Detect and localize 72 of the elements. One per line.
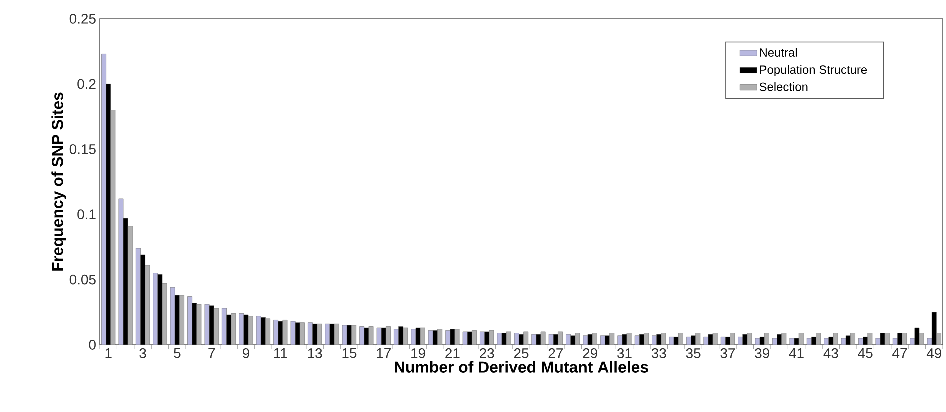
bar [480, 332, 485, 346]
bar [360, 326, 365, 346]
bar [290, 321, 296, 346]
x-tick-label: 45 [858, 348, 873, 358]
legend-label: Selection [760, 82, 808, 92]
x-tick-label: 15 [342, 348, 357, 358]
bar [738, 337, 744, 346]
x-tick-label: 5 [174, 348, 181, 358]
bar [462, 332, 468, 346]
x-tick-label: 43 [824, 348, 838, 358]
x-tick-label: 23 [480, 348, 494, 358]
x-tick-label: 7 [208, 348, 216, 358]
bar [686, 337, 692, 346]
y-tick-label: 0.15 [70, 144, 96, 154]
bar [566, 334, 571, 346]
bar [583, 336, 588, 346]
bar [600, 336, 606, 346]
bar [532, 334, 537, 346]
y-tick-label: 0.05 [70, 274, 96, 285]
bar [790, 338, 795, 346]
bar [806, 338, 812, 346]
bar [858, 338, 864, 346]
x-tick-label: 25 [514, 348, 529, 358]
x-tick-label: 9 [243, 348, 250, 358]
bar [428, 330, 434, 346]
bar [720, 337, 726, 346]
x-tick-label: 3 [140, 348, 146, 358]
x-tick-label: 33 [652, 348, 666, 358]
x-tick-label: 49 [926, 348, 942, 358]
x-tick-label: 31 [618, 348, 632, 358]
x-tick-label: 39 [755, 348, 770, 358]
y-tick-label: 0.2 [78, 79, 96, 90]
bar [446, 330, 451, 346]
x-tick-label: 17 [377, 348, 391, 358]
x-axis-title: Number of Derived Mutant Alleles [395, 361, 648, 373]
x-tick-label: 1 [106, 348, 112, 358]
bar [618, 336, 623, 346]
x-tick-label: 47 [892, 348, 908, 358]
y-tick-label: 0.1 [78, 210, 96, 220]
legend-label: Neutral [760, 48, 798, 57]
x-tick-label: 29 [583, 348, 598, 358]
bar [411, 329, 416, 346]
x-tick-label: 41 [789, 348, 804, 358]
x-tick-label: 37 [720, 348, 736, 358]
bar [222, 308, 227, 346]
x-tick-label: 19 [412, 348, 426, 358]
bar [548, 334, 554, 346]
x-tick-label: 27 [548, 348, 563, 358]
bar [841, 338, 846, 346]
y-tick-label: 0.25 [70, 14, 96, 24]
bar [755, 338, 760, 346]
bar [514, 333, 520, 346]
legend-label: Population Structure [760, 65, 868, 76]
bar [669, 337, 674, 346]
x-tick-label: 21 [446, 348, 460, 358]
y-tick-label: 0 [89, 340, 96, 350]
x-tick-label: 11 [274, 348, 288, 358]
y-axis-title: Frequency of SNP Sites [52, 92, 67, 271]
bar [497, 333, 502, 346]
bar [772, 338, 778, 346]
bar [170, 287, 176, 346]
bar [376, 328, 382, 346]
bar [274, 320, 279, 346]
x-tick-label: 13 [308, 348, 322, 358]
bar [634, 336, 640, 346]
bar [824, 338, 830, 346]
bar [652, 336, 657, 346]
bar [308, 322, 313, 346]
bar [325, 324, 330, 346]
x-tick-label: 35 [686, 348, 701, 358]
bar [342, 325, 348, 346]
bar [704, 337, 709, 346]
